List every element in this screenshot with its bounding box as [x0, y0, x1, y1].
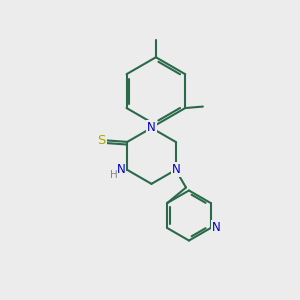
Text: H: H	[110, 170, 117, 180]
Text: N: N	[147, 121, 156, 134]
Text: N: N	[172, 163, 181, 176]
Text: N: N	[212, 221, 220, 234]
Text: S: S	[97, 134, 106, 147]
Text: N: N	[116, 163, 125, 176]
